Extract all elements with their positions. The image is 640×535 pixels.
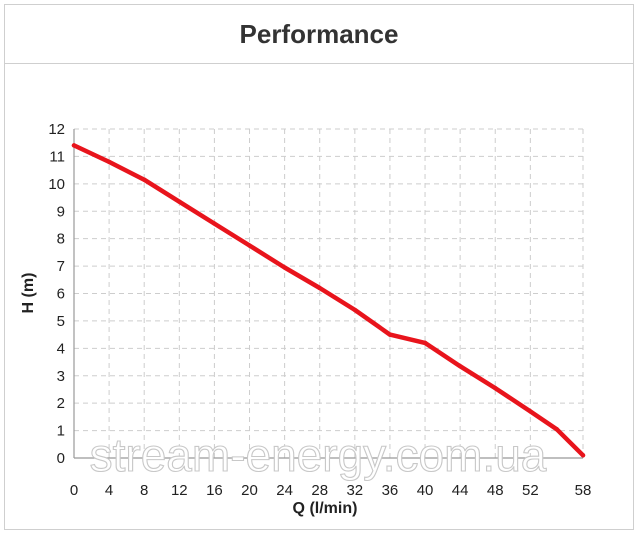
x-axis-title: Q (l/min) [293, 500, 358, 517]
x-tick-label: 16 [206, 482, 223, 499]
y-axis-title: H (m) [20, 273, 37, 314]
grid [74, 128, 584, 458]
x-tick-label: 52 [522, 482, 539, 499]
series-point [142, 177, 147, 182]
series-point [528, 409, 533, 414]
y-tick-label: 2 [57, 395, 65, 412]
x-tick-label: 32 [346, 482, 363, 499]
x-tick-label: 0 [70, 482, 78, 499]
y-tick-label: 10 [48, 176, 65, 193]
x-tick-label: 20 [241, 482, 258, 499]
series-point [580, 453, 586, 458]
series-point [493, 385, 498, 391]
series-line-performance [71, 143, 586, 458]
series-point [212, 221, 217, 226]
series-point [282, 265, 287, 270]
x-tick-label: 36 [382, 482, 399, 499]
y-tick-label: 0 [57, 450, 65, 467]
x-tick-labels: 0 4 8 12 16 20 24 28 32 36 40 44 48 52 58 [70, 482, 592, 499]
x-tick-label: 40 [417, 482, 434, 499]
series-point [71, 143, 77, 148]
y-tick-label: 6 [57, 286, 65, 303]
y-tick-label: 4 [57, 340, 65, 357]
series-point [317, 285, 322, 291]
x-tick-label: 44 [452, 482, 469, 499]
series-point [352, 307, 358, 313]
series-point [457, 363, 463, 369]
series-point [422, 340, 428, 346]
series-points [71, 143, 586, 458]
x-tick-label: 12 [171, 482, 188, 499]
chart-title: Performance [239, 18, 399, 49]
series-point [106, 159, 112, 165]
x-tick-label: 48 [487, 482, 504, 499]
y-tick-label: 9 [57, 203, 65, 220]
series-point [247, 243, 252, 248]
y-tick-label: 5 [57, 313, 65, 330]
series-point [177, 199, 182, 204]
y-tick-label: 1 [57, 423, 65, 440]
y-tick-label: 8 [57, 231, 65, 248]
x-tick-label: 24 [276, 482, 293, 499]
y-tick-label: 7 [57, 258, 65, 275]
y-tick-label: 11 [49, 148, 65, 165]
x-tick-label: 8 [140, 482, 148, 499]
series-point [387, 332, 393, 337]
title-bar: Performance [5, 5, 633, 64]
x-tick-label: 4 [105, 482, 113, 499]
watermark: stream-energy.com.ua [90, 429, 547, 481]
x-tick-label: 28 [311, 482, 328, 499]
y-tick-label: 12 [48, 121, 65, 138]
x-tick-label: 58 [575, 482, 592, 499]
series-point [554, 427, 559, 432]
axes [73, 129, 583, 459]
y-tick-label: 3 [57, 368, 65, 385]
